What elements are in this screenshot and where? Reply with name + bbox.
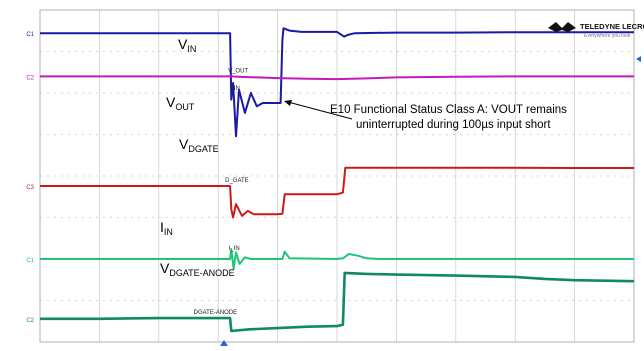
channel-marker-vdgate: C3 [26,185,34,191]
brand-tagline: Everywhere you look [584,33,631,39]
probe-label-vdgate: D_GATE [225,178,249,184]
channel-marker-vdgate-anode: C2 [26,318,34,324]
annotation-line-1: E10 Functional Status Class A: VOUT rema… [330,104,567,116]
vout-label-sub: OUT [175,102,195,112]
vout-label-main: V [166,94,176,110]
vdgate-anode-label: VDGATE-ANODE [160,260,235,278]
annotation-line-2: uninterrupted during 100µs input short [356,119,551,131]
iin-label-main: I [160,219,164,235]
annotation-arrow-head-icon [284,100,292,106]
vin-label-sub: IN [187,44,196,54]
trigger-position-marker-icon [220,340,228,346]
vin-label-main: V [178,36,188,52]
vdgate-anode-label-sub: DGATE-ANODE [169,268,234,278]
trace-vdgate-anode [40,271,635,333]
teledyne-logo-icon [548,22,576,32]
probe-label-vin: VIN [230,86,240,92]
iin-label: IIN [160,219,173,237]
probe-label-vdgate-anode: DGATE-ANODE [194,310,238,316]
probe-label-iin: I_IN [229,246,240,252]
trace-vin [40,27,634,138]
overlays: TELEDYNE LECROY Everywhere you look VIN … [160,22,644,346]
vdgate-label: VDGATE [179,136,219,154]
trigger-level-marker-icon [636,56,641,62]
trace-vout [40,75,634,81]
brand-name: TELEDYNE LECROY [580,22,644,31]
vdgate-label-sub: DGATE [188,144,218,154]
channel-marker-iin: C1 [26,258,34,264]
vout-label: VOUT [166,94,195,112]
vdgate-label-main: V [179,136,189,152]
vdgate-anode-label-main: V [160,260,170,276]
trace-vdgate [40,166,634,219]
trace-iin [40,248,634,270]
channel-marker-vin: C1 [26,32,34,38]
vin-label: VIN [178,36,196,54]
iin-label-sub: IN [164,227,173,237]
annotation-arrow-line [287,101,353,120]
probe-label-vout: V_OUT [228,68,248,74]
channel-marker-vout: C2 [26,75,34,81]
